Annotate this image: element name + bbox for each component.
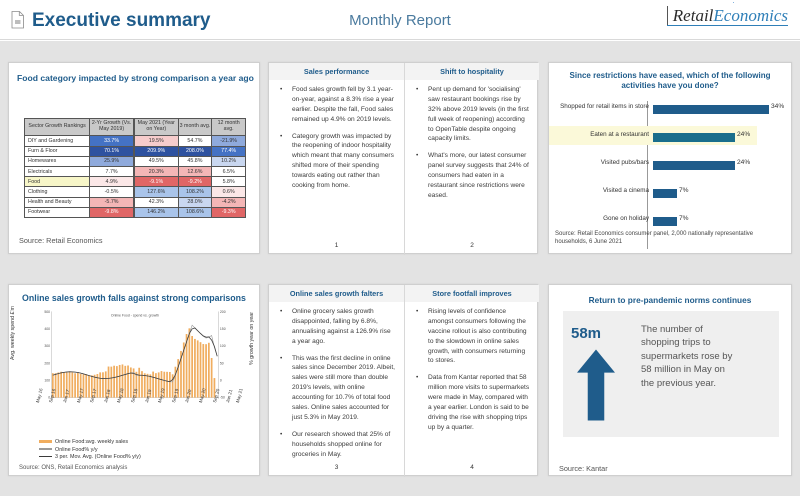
svg-text:400: 400 bbox=[44, 327, 50, 331]
svg-text:50: 50 bbox=[220, 361, 224, 365]
svg-text:300: 300 bbox=[44, 344, 50, 348]
svg-text:Online Food - spend vs. growth: Online Food - spend vs. growth bbox=[111, 314, 159, 318]
svg-text:150: 150 bbox=[220, 327, 226, 331]
svg-text:200: 200 bbox=[44, 361, 50, 365]
svg-text:0: 0 bbox=[220, 378, 222, 382]
svg-text:500: 500 bbox=[44, 310, 50, 314]
svg-text:100: 100 bbox=[44, 378, 50, 382]
svg-text:200: 200 bbox=[220, 310, 226, 314]
svg-text:100: 100 bbox=[220, 344, 226, 348]
svg-text:-50: -50 bbox=[220, 396, 225, 400]
